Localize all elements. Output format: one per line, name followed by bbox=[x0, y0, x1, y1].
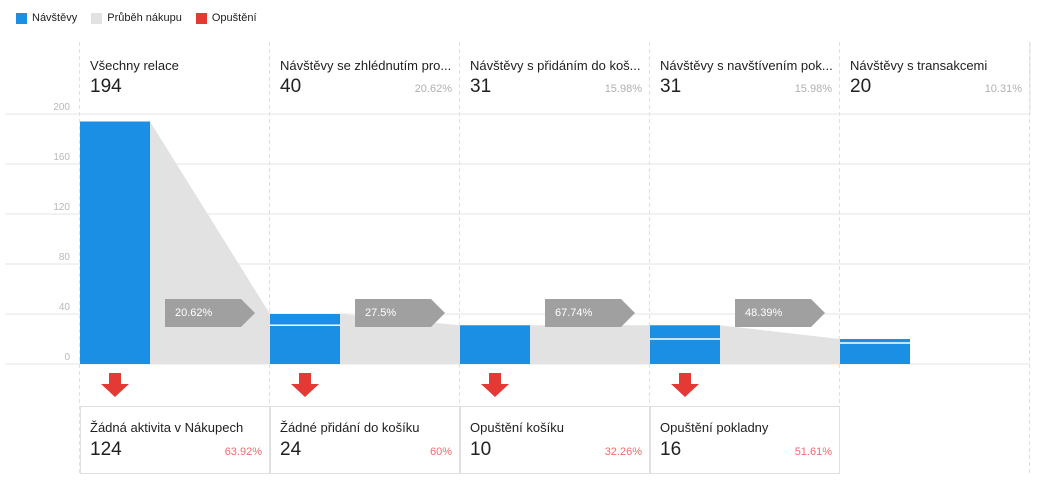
drop-percent: 63.92% bbox=[225, 446, 263, 458]
drop-arrow bbox=[101, 373, 129, 397]
drop-title: Opuštění pokladny bbox=[660, 420, 769, 435]
legend-item[interactable]: Průběh nákupu bbox=[91, 12, 182, 24]
drop-arrow bbox=[481, 373, 509, 397]
flow-band bbox=[530, 325, 650, 364]
flow-band bbox=[150, 121, 270, 364]
flow-band bbox=[720, 325, 840, 364]
legend-label: Průběh nákupu bbox=[107, 12, 182, 24]
step-title: Návštěvy se zhlédnutím pro... bbox=[280, 58, 451, 73]
legend-item[interactable]: Opuštění bbox=[195, 12, 257, 24]
step-title: Návštěvy s přidáním do koš... bbox=[470, 58, 641, 73]
drop-card bbox=[270, 406, 460, 474]
legend-swatch bbox=[91, 12, 103, 24]
y-tick-label: 160 bbox=[53, 152, 70, 163]
legend-item[interactable]: Návštěvy bbox=[16, 12, 77, 24]
legend-swatch bbox=[195, 12, 207, 24]
flow-arrow bbox=[545, 299, 635, 327]
step-value: 20 bbox=[850, 76, 871, 97]
bar bbox=[650, 325, 720, 364]
flow-percent: 20.62% bbox=[175, 307, 213, 319]
drop-title: Žádné přidání do košíku bbox=[280, 420, 419, 435]
drop-title: Opuštění košíku bbox=[470, 420, 564, 435]
step-title: Návštěvy s navštívením pok... bbox=[660, 58, 833, 73]
drop-arrow bbox=[671, 373, 699, 397]
step-percent: 20.62% bbox=[415, 83, 453, 95]
legend-label: Návštěvy bbox=[32, 12, 78, 24]
step-value: 31 bbox=[470, 76, 491, 97]
flow-arrow bbox=[735, 299, 825, 327]
flow-arrow bbox=[165, 299, 255, 327]
drop-value: 16 bbox=[660, 439, 681, 460]
drop-card bbox=[650, 406, 840, 474]
step-percent: 15.98% bbox=[605, 83, 643, 95]
step-value: 194 bbox=[90, 76, 122, 97]
drop-title: Žádná aktivita v Nákupech bbox=[90, 420, 243, 435]
drop-percent: 60% bbox=[430, 446, 452, 458]
step-percent: 15.98% bbox=[795, 83, 833, 95]
bar bbox=[270, 314, 340, 364]
step-title: Návštěvy s transakcemi bbox=[850, 58, 987, 73]
bar bbox=[80, 121, 150, 364]
drop-arrow bbox=[291, 373, 319, 397]
step-percent: 10.31% bbox=[985, 83, 1023, 95]
step-title: Všechny relace bbox=[90, 58, 179, 73]
y-tick-label: 120 bbox=[53, 202, 70, 213]
drop-value: 124 bbox=[90, 439, 122, 460]
y-tick-label: 40 bbox=[59, 302, 71, 313]
drop-percent: 51.61% bbox=[795, 446, 833, 458]
drop-card bbox=[80, 406, 270, 474]
flow-percent: 27.5% bbox=[365, 307, 396, 319]
flow-percent: 48.39% bbox=[745, 307, 783, 319]
drop-card bbox=[460, 406, 650, 474]
bar bbox=[460, 325, 530, 364]
step-value: 31 bbox=[660, 76, 681, 97]
y-tick-label: 80 bbox=[59, 252, 71, 263]
drop-percent: 32.26% bbox=[605, 446, 643, 458]
flow-percent: 67.74% bbox=[555, 307, 593, 319]
legend-label: Opuštění bbox=[211, 12, 257, 24]
step-value: 40 bbox=[280, 76, 301, 97]
flow-arrow bbox=[355, 299, 445, 327]
drop-value: 24 bbox=[280, 439, 302, 460]
drop-value: 10 bbox=[470, 439, 491, 460]
legend: Návštěvy Průběh nákupu Opuštění bbox=[16, 12, 257, 24]
y-tick-label: 0 bbox=[64, 352, 70, 363]
legend-swatch bbox=[16, 12, 27, 24]
y-tick-label: 200 bbox=[53, 102, 70, 113]
